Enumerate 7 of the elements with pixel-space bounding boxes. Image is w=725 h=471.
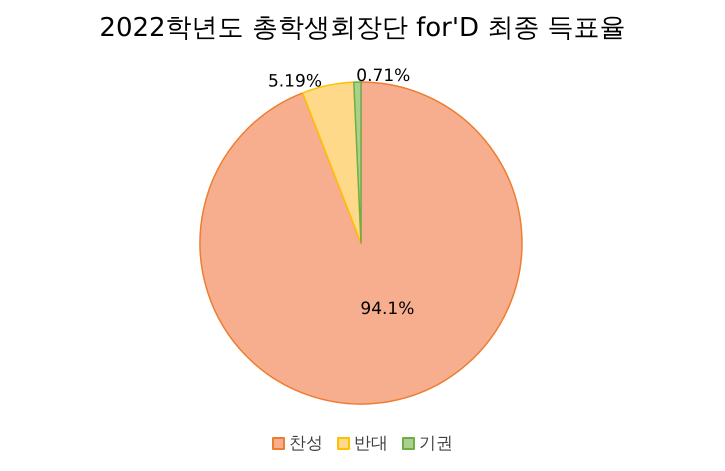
legend-label: 찬성 — [289, 434, 323, 454]
chart-title: 2022학년도 총학생회장단 for'D 최종 득표율 — [99, 13, 626, 43]
legend-label: 반대 — [354, 434, 388, 454]
data-label: 0.71% — [356, 66, 410, 86]
legend-label: 기권 — [419, 434, 453, 454]
data-label: 94.1% — [360, 299, 414, 320]
data-label: 5.19% — [268, 72, 322, 92]
